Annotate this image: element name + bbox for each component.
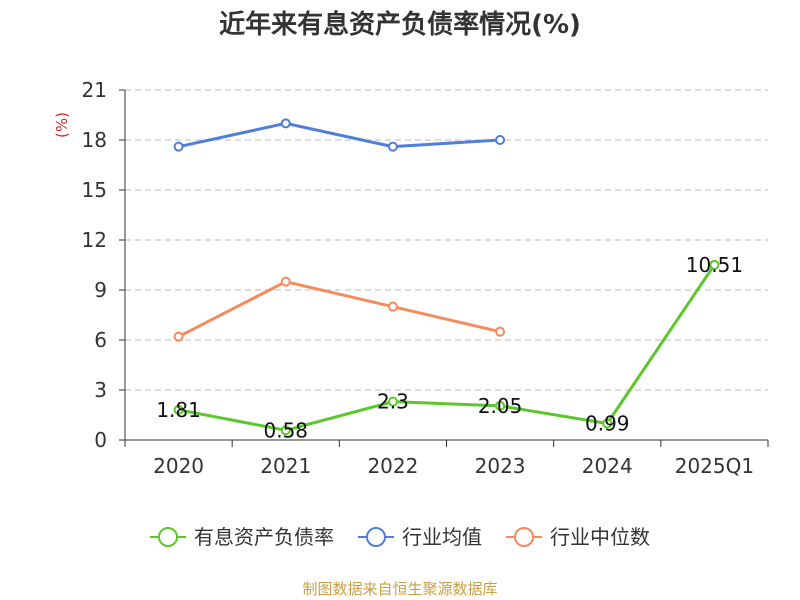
x-tick-label: 2021 (260, 454, 311, 478)
x-tick-label: 2020 (153, 454, 204, 478)
legend-marker-1 (366, 527, 386, 547)
series-point-0 (709, 259, 720, 270)
y-axis-unit-label: (%) (53, 112, 71, 138)
y-tick-label: 3 (94, 378, 107, 402)
legend-marker-0 (158, 527, 178, 547)
y-tick-label: 15 (82, 178, 107, 202)
data-label: 0.99 (585, 412, 630, 436)
series-point-1 (173, 141, 184, 152)
series-line-1 (178, 121, 501, 149)
series-lines (173, 118, 720, 436)
x-tick-label: 2023 (475, 454, 526, 478)
x-axis: 2020 2021 2022 2023 2024 2025Q1 (124, 439, 769, 478)
chart-title: 近年来有息资产负债率情况(%) (219, 9, 581, 40)
legend-label-1: 行业均值 (402, 525, 482, 549)
series-point-0 (602, 418, 613, 429)
data-label: 10.51 (686, 253, 743, 277)
y-tick-label: 18 (82, 128, 107, 152)
series-point-2 (280, 276, 291, 287)
legend: 有息资产负债率 行业均值 行业中位数 (150, 525, 650, 549)
data-label: 0.58 (263, 418, 308, 442)
series-line-0 (178, 263, 716, 432)
series-point-0 (173, 404, 184, 415)
series-point-2 (387, 301, 398, 312)
data-label: 2.3 (377, 390, 409, 414)
y-tick-label: 6 (94, 328, 107, 352)
y-tick-label: 21 (82, 78, 107, 102)
series-line-2 (177, 280, 501, 339)
series-point-0 (280, 425, 291, 436)
y-tick-label: 9 (94, 278, 107, 302)
y-tick-label: 0 (94, 428, 107, 452)
series-point-0 (387, 396, 398, 407)
series-point-1 (280, 118, 291, 129)
series-point-2 (495, 326, 506, 337)
x-tick-label: 2024 (582, 454, 633, 478)
series-point-1 (495, 135, 506, 145)
data-labels: 1.81 0.58 2.3 2.05 0.99 10.51 (156, 253, 743, 443)
x-tick-label: 2025Q1 (675, 454, 754, 478)
series-point-1 (387, 141, 398, 152)
legend-marker-2 (514, 527, 534, 547)
y-axis: 0 3 6 9 12 15 18 21 (82, 78, 126, 452)
series-point-0 (495, 400, 506, 411)
series-point-2 (173, 331, 184, 342)
grid-lines (125, 89, 768, 391)
x-tick-label: 2022 (367, 454, 418, 478)
legend-label-0: 有息资产负债率 (194, 525, 334, 549)
legend-label-2: 行业中位数 (550, 525, 650, 549)
data-label: 2.05 (478, 394, 523, 418)
data-label: 1.81 (156, 398, 201, 422)
y-tick-label: 12 (82, 228, 107, 252)
source-note: 制图数据来自恒生聚源数据库 (302, 580, 497, 598)
